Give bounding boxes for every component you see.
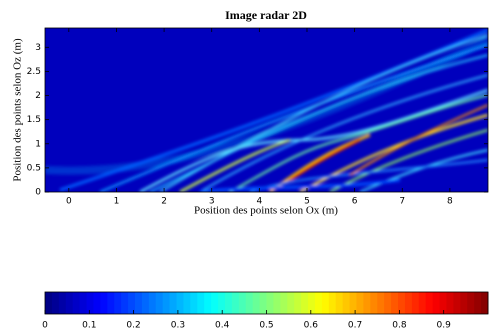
colorbar-cell bbox=[273, 292, 281, 314]
colorbar-tick-label: 0.5 bbox=[259, 321, 273, 331]
x-tick-label: 6 bbox=[352, 197, 358, 207]
x-tick-label: 4 bbox=[256, 197, 262, 207]
colorbar-cell bbox=[356, 292, 364, 314]
colorbar-cell bbox=[398, 292, 406, 314]
colorbar-cell bbox=[72, 292, 81, 314]
colorbar-cell bbox=[141, 292, 150, 314]
y-tick-label: 0 bbox=[35, 188, 41, 198]
colorbar-cell bbox=[453, 292, 461, 314]
y-tick-label: 0.5 bbox=[27, 163, 41, 173]
colorbar-cell bbox=[79, 292, 88, 314]
colorbar-cell bbox=[197, 292, 205, 314]
y-tick-label: 1.5 bbox=[27, 115, 41, 125]
colorbar-cell bbox=[86, 292, 94, 314]
y-tick-label: 2 bbox=[35, 91, 41, 101]
colorbar-tick-label: 0.7 bbox=[348, 321, 362, 331]
colorbar-cell bbox=[301, 292, 309, 314]
colorbar-cell bbox=[238, 292, 247, 314]
colorbar-cell bbox=[114, 292, 122, 314]
colorbar-cell bbox=[363, 292, 371, 314]
x-tick-label: 0 bbox=[66, 197, 72, 207]
colorbar-cell bbox=[148, 292, 157, 314]
y-tick-label: 3 bbox=[35, 43, 41, 53]
colorbar-cell bbox=[342, 292, 351, 314]
colorbar-cell bbox=[231, 292, 240, 314]
colorbar-cell bbox=[58, 292, 67, 314]
colorbar-tick-label: 0.1 bbox=[82, 321, 96, 331]
colorbar-cell bbox=[45, 292, 53, 314]
x-tick-label: 8 bbox=[447, 197, 453, 207]
colorbar-cell bbox=[280, 292, 288, 314]
colorbar-cell bbox=[51, 292, 60, 314]
colorbar-cell bbox=[259, 292, 267, 314]
colorbar-cell bbox=[294, 292, 302, 314]
y-tick-label: 2.5 bbox=[27, 67, 41, 77]
x-tick-label: 2 bbox=[161, 197, 167, 207]
x-tick-label: 5 bbox=[304, 197, 310, 207]
colorbar-cell bbox=[328, 292, 337, 314]
colorbar-cell bbox=[252, 292, 261, 314]
colorbar-cell bbox=[100, 292, 108, 314]
colorbar-cell bbox=[65, 292, 74, 314]
colorbar-cell bbox=[446, 292, 454, 314]
x-axis-label: Position des points selon Ox (m) bbox=[194, 205, 338, 217]
colorbar-cell bbox=[321, 292, 330, 314]
colorbar-cell bbox=[107, 292, 115, 314]
colorbar-cell bbox=[481, 292, 489, 314]
colorbar-cell bbox=[183, 292, 191, 314]
colorbar-cell bbox=[314, 292, 323, 314]
colorbar-cell bbox=[93, 292, 101, 314]
radar-image bbox=[45, 28, 488, 192]
colorbar-cell bbox=[432, 292, 441, 314]
colorbar-cell bbox=[155, 292, 164, 314]
colorbar-tick-label: 0.6 bbox=[304, 321, 319, 331]
colorbar-cell bbox=[370, 292, 378, 314]
y-tick-label: 1 bbox=[35, 139, 41, 149]
x-tick-label: 7 bbox=[399, 197, 405, 207]
colorbar-cell bbox=[377, 292, 385, 314]
colorbar-cell bbox=[474, 292, 482, 314]
colorbar-tick-label: 0.4 bbox=[215, 321, 230, 331]
colorbar-cell bbox=[335, 292, 344, 314]
colorbar-tick-label: 0.3 bbox=[171, 321, 185, 331]
chart-title: Image radar 2D bbox=[225, 8, 307, 22]
colorbar-cell bbox=[460, 292, 468, 314]
colorbar-cell bbox=[418, 292, 427, 314]
colorbar-cell bbox=[190, 292, 198, 314]
colorbar-cell bbox=[308, 292, 316, 314]
y-axis-label: Position des points selon Oz (m) bbox=[12, 38, 24, 182]
colorbar-tick-label: 0.9 bbox=[437, 321, 452, 331]
colorbar-cell bbox=[224, 292, 233, 314]
plot-frame bbox=[44, 27, 489, 193]
colorbar-cell bbox=[467, 292, 475, 314]
x-tick-label: 3 bbox=[209, 197, 215, 207]
colorbar-cell bbox=[404, 292, 413, 314]
colorbar-cell bbox=[287, 292, 295, 314]
colorbar-cell bbox=[391, 292, 399, 314]
colorbar-cell bbox=[176, 292, 184, 314]
colorbar-cell bbox=[245, 292, 254, 314]
colorbar-cell bbox=[425, 292, 434, 314]
colorbar-tick-label: 0 bbox=[42, 321, 48, 331]
x-tick-label: 1 bbox=[114, 197, 120, 207]
colorbar-tick-label: 0.8 bbox=[392, 321, 407, 331]
colorbar-cell bbox=[384, 292, 392, 314]
colorbar-cell bbox=[411, 292, 420, 314]
colorbar-tick-label: 0.2 bbox=[126, 321, 140, 331]
colorbar-cell bbox=[128, 292, 136, 314]
colorbar-cell bbox=[439, 292, 447, 314]
colorbar-cell bbox=[349, 292, 357, 314]
colorbar-cell bbox=[211, 292, 219, 314]
colorbar-cell bbox=[204, 292, 212, 314]
colorbar-cell bbox=[169, 292, 178, 314]
colorbar-cell bbox=[134, 292, 143, 314]
colorbar-cell bbox=[162, 292, 171, 314]
colorbar-cell bbox=[218, 292, 226, 314]
colorbar-cell bbox=[121, 292, 129, 314]
colorbar-cell bbox=[266, 292, 274, 314]
